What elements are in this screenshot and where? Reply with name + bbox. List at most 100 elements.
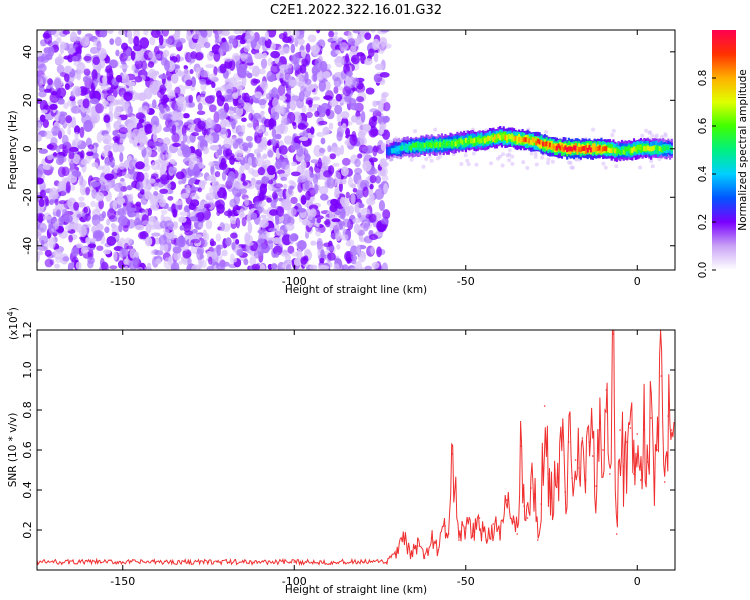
spectrogram-ridge-cell [612,147,615,153]
snr-point [557,481,560,483]
spectrogram-cell [316,30,321,34]
spectrogram-ridge-cell [483,138,486,144]
colorbar-tick-label: 0.0 [697,262,709,279]
spectrogram-cell [358,251,366,259]
spectrogram-cell [239,208,245,218]
colorbar-tick-label: 0.8 [697,70,709,87]
spectrogram-cell [301,58,308,67]
spectrogram-ridge-cell [667,145,670,151]
spectrogram-cell [290,196,298,205]
spectrogram-cell [226,88,233,94]
spectrogram-cell [158,234,168,247]
snr-point [591,455,594,457]
spectrogram-cell [330,40,338,50]
spectrogram-ridge-cell [478,138,481,144]
spectrogram-ridge-cell [411,143,414,148]
spectrogram-cell [338,86,344,91]
spectrogram-cell [332,35,339,42]
spectrogram-cell [91,161,99,168]
spectrogram-cell [614,164,619,169]
spectrogram-cell [149,36,156,46]
spectrogram-cell [235,34,245,41]
spectrogram-cell [80,159,88,166]
spectrogram-cell [175,54,181,63]
spectrogram-cell [153,190,159,197]
spectrogram-cell [49,92,60,104]
spectrogram-cell [82,98,90,109]
spectrogram-cell [369,174,377,184]
spectrogram-cell [206,265,214,270]
spectrogram-cell [41,109,48,114]
spectrogram-cell [257,238,265,244]
spectrogram-ridge-cell [605,146,608,152]
spectrogram-cell [362,186,369,198]
spectrogram-cell [244,197,249,207]
spectrogram-cell [191,228,198,234]
spectrogram-cell [354,167,363,175]
spectrogram-cell [259,183,268,196]
spectrogram-cell [123,258,129,265]
spectrogram-cell [241,124,246,132]
spectrogram-cell [108,152,114,163]
spectrogram-ridge-cell [578,147,581,152]
spectrogram-cell [37,134,43,142]
spectrogram-cell [544,130,549,135]
spectrogram-cell [327,252,336,261]
spectrogram-cell [653,135,658,140]
spectrogram-cell [345,127,350,137]
y-tick-label: 0.4 [21,481,34,499]
spectrogram-cell [38,85,45,92]
spectrogram-cell [343,94,352,103]
spectrogram-cell [277,84,286,97]
spectrogram-ridge-cell [471,138,474,144]
spectrogram-cell [182,133,188,143]
spectrogram-cell [345,191,350,199]
snr-point [636,433,639,435]
spectrogram-ridge-cell [524,137,528,143]
spectrogram-cell [320,193,329,201]
spectrogram-cell [229,209,238,217]
spectrogram-cell [164,220,174,230]
spectrogram-cell [230,232,238,239]
spectrogram-cell [252,65,260,77]
spectrogram-cell [332,162,340,167]
spectrogram-ridge-cell [396,146,399,152]
spectrogram-cell [74,125,81,135]
spectrogram-cell [145,223,152,234]
spectrogram-ridge-cell [425,141,428,147]
spectrogram-ridge-cell [526,137,529,143]
spectrogram-cell [169,166,177,174]
spectrogram-cell [262,153,268,160]
spectrogram-cell [356,244,361,254]
spectrogram-cell [38,198,45,208]
spectrogram-cell [109,161,115,168]
spectrogram-cell [275,158,282,170]
spectrogram-cell [310,126,315,135]
spectrogram-cell [319,167,325,180]
spectrogram-cell [118,127,129,135]
spectrogram-cell [128,193,134,202]
spectrogram-cell [209,238,215,247]
spectrogram-cell [150,30,161,39]
spectrogram-cell [139,37,150,49]
spectrogram-cell [231,52,241,62]
spectrogram-ridge-cell [543,142,546,147]
spectrogram-cell [610,133,615,138]
spectrogram-cell [106,95,116,102]
colorbar-tick-label: 0.2 [697,214,709,231]
spectrogram-cell [290,140,296,152]
colorbar-tick-label: 0.6 [697,117,709,134]
snr-point [516,533,519,535]
spectrogram-cell [58,200,67,205]
spectrogram-cell [363,223,369,232]
spectrogram-cell [352,187,358,193]
spectrogram-ridge-cell [610,148,613,154]
spectrogram-cell [272,97,279,109]
snr-x-axis-label: Height of straight line (km) [285,584,427,596]
spectrogram-cell [199,78,207,85]
spectrogram-cell [71,105,82,114]
spectrogram-cell [197,187,202,193]
spectrogram-cell [243,58,254,64]
spectrogram-cell [317,157,322,170]
spectrogram-cell [340,144,345,156]
